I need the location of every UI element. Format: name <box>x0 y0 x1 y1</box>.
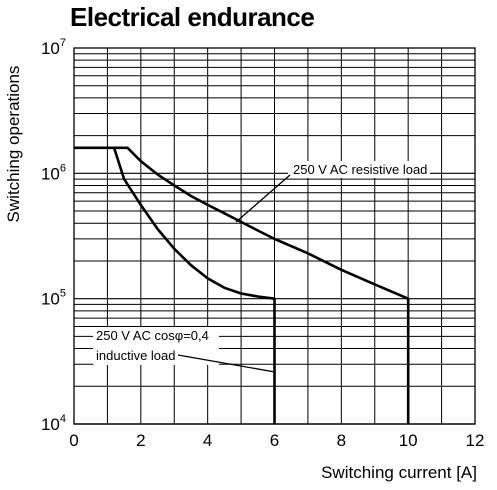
annotation-inductive-line2: inductive load <box>96 348 176 363</box>
leader-line-resistive <box>235 174 291 223</box>
y-tick-label: 107 <box>41 37 66 58</box>
x-tick-label: 12 <box>466 431 485 450</box>
y-tick-label: 105 <box>41 288 66 309</box>
annotation-inductive-line1: 250 V AC cosφ=0,4 <box>96 328 209 343</box>
series-line-1 <box>112 147 276 424</box>
annotation-bg-resistive <box>288 161 430 178</box>
annotation-resistive-load: 250 V AC resistive load <box>293 162 427 177</box>
annotation-layer: 250 V AC resistive load 250 V AC cosφ=0,… <box>93 161 430 373</box>
y-tick-label: 106 <box>41 162 66 183</box>
chart-title: Electrical endurance <box>70 2 315 32</box>
y-tick-label: 104 <box>41 413 66 434</box>
y-axis-label: Switching operations <box>4 66 23 223</box>
x-tick-label: 2 <box>136 431 145 450</box>
series-line-0 <box>74 146 410 424</box>
x-tick-label: 0 <box>69 431 78 450</box>
x-tick-label: 10 <box>399 431 418 450</box>
axes: Switching current [A] Switching operatio… <box>4 37 484 482</box>
x-tick-label: 8 <box>337 431 346 450</box>
plot-frame <box>73 47 476 425</box>
x-axis-label: Switching current [A] <box>321 463 477 482</box>
series-layer <box>74 146 410 424</box>
leader-line-inductive <box>177 354 276 373</box>
x-tick-label: 4 <box>203 431 212 450</box>
x-tick-label: 6 <box>270 431 279 450</box>
